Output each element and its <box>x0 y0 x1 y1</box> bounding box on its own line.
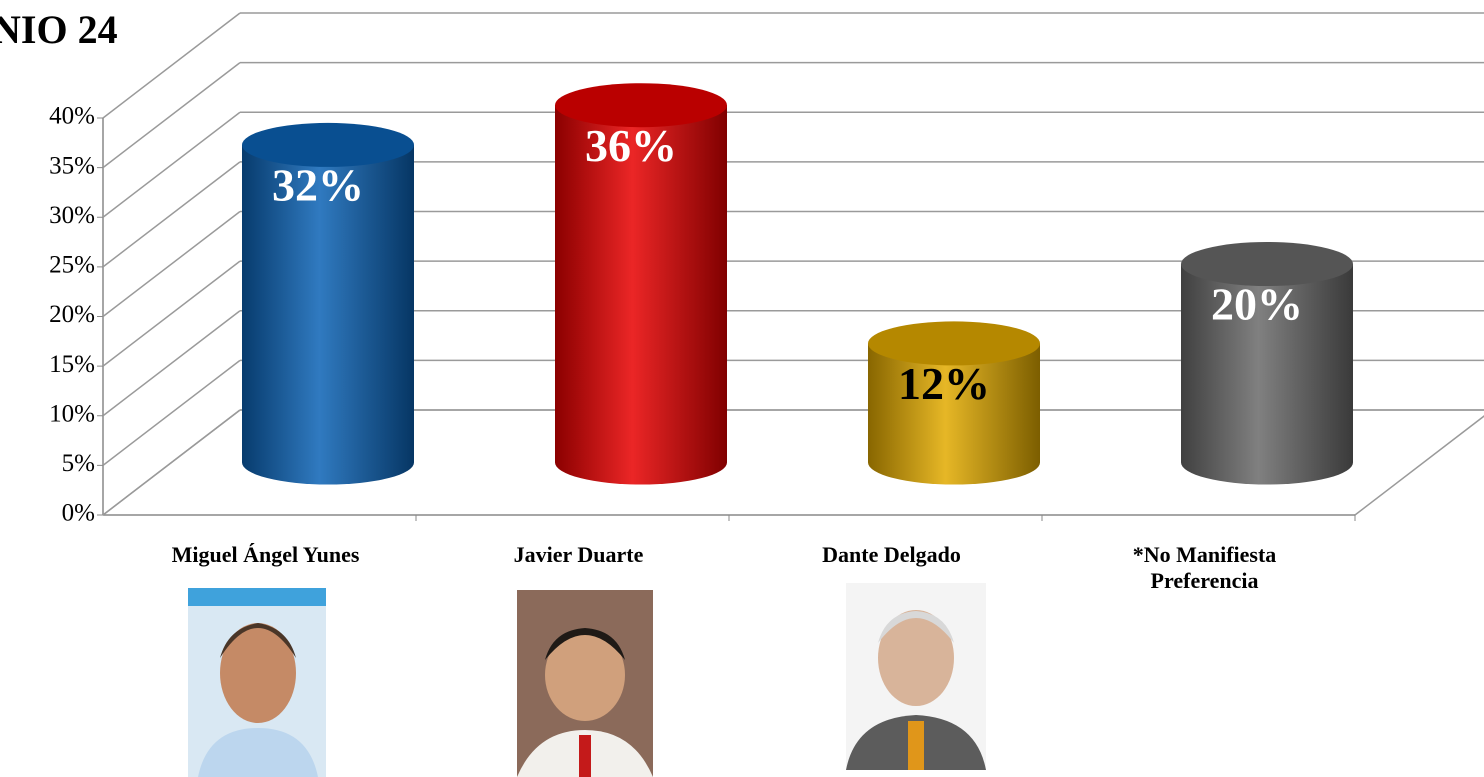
grid-line <box>103 63 240 168</box>
candidate-photo <box>188 588 326 777</box>
y-tick-label: 40% <box>49 103 95 130</box>
x-tick-label: Miguel Ángel Yunes <box>151 542 381 568</box>
value-label: 36% <box>585 120 677 171</box>
grid-line <box>103 311 240 416</box>
grid-line <box>103 212 240 317</box>
grid-line <box>103 112 240 217</box>
grid-line <box>103 261 240 366</box>
y-tick-label: 20% <box>49 301 95 328</box>
y-tick-label: 10% <box>49 400 95 427</box>
y-tick-label: 30% <box>49 202 95 229</box>
candidate-photo <box>846 583 986 770</box>
x-tick-label: Dante Delgado <box>777 542 1007 568</box>
x-tick-label: Javier Duarte <box>464 542 694 568</box>
grid-line <box>103 13 240 118</box>
candidate-photo <box>517 590 653 777</box>
grid-line <box>103 410 240 515</box>
grid-line <box>103 360 240 465</box>
value-label: 32% <box>272 159 364 210</box>
value-label: 12% <box>898 358 990 409</box>
x-tick-label: *No Manifiesta Preferencia <box>1090 542 1320 594</box>
y-tick-label: 15% <box>49 351 95 378</box>
floor-edge <box>1355 410 1484 515</box>
page: {"chart_data": {"type": "bar3d", "title"… <box>0 0 1484 777</box>
y-tick-label: 5% <box>62 450 95 477</box>
value-label: 20% <box>1211 279 1303 330</box>
y-tick-label: 25% <box>49 252 95 279</box>
y-tick-label: 35% <box>49 152 95 179</box>
grid-line <box>103 162 240 267</box>
y-tick-label: 0% <box>62 500 95 527</box>
